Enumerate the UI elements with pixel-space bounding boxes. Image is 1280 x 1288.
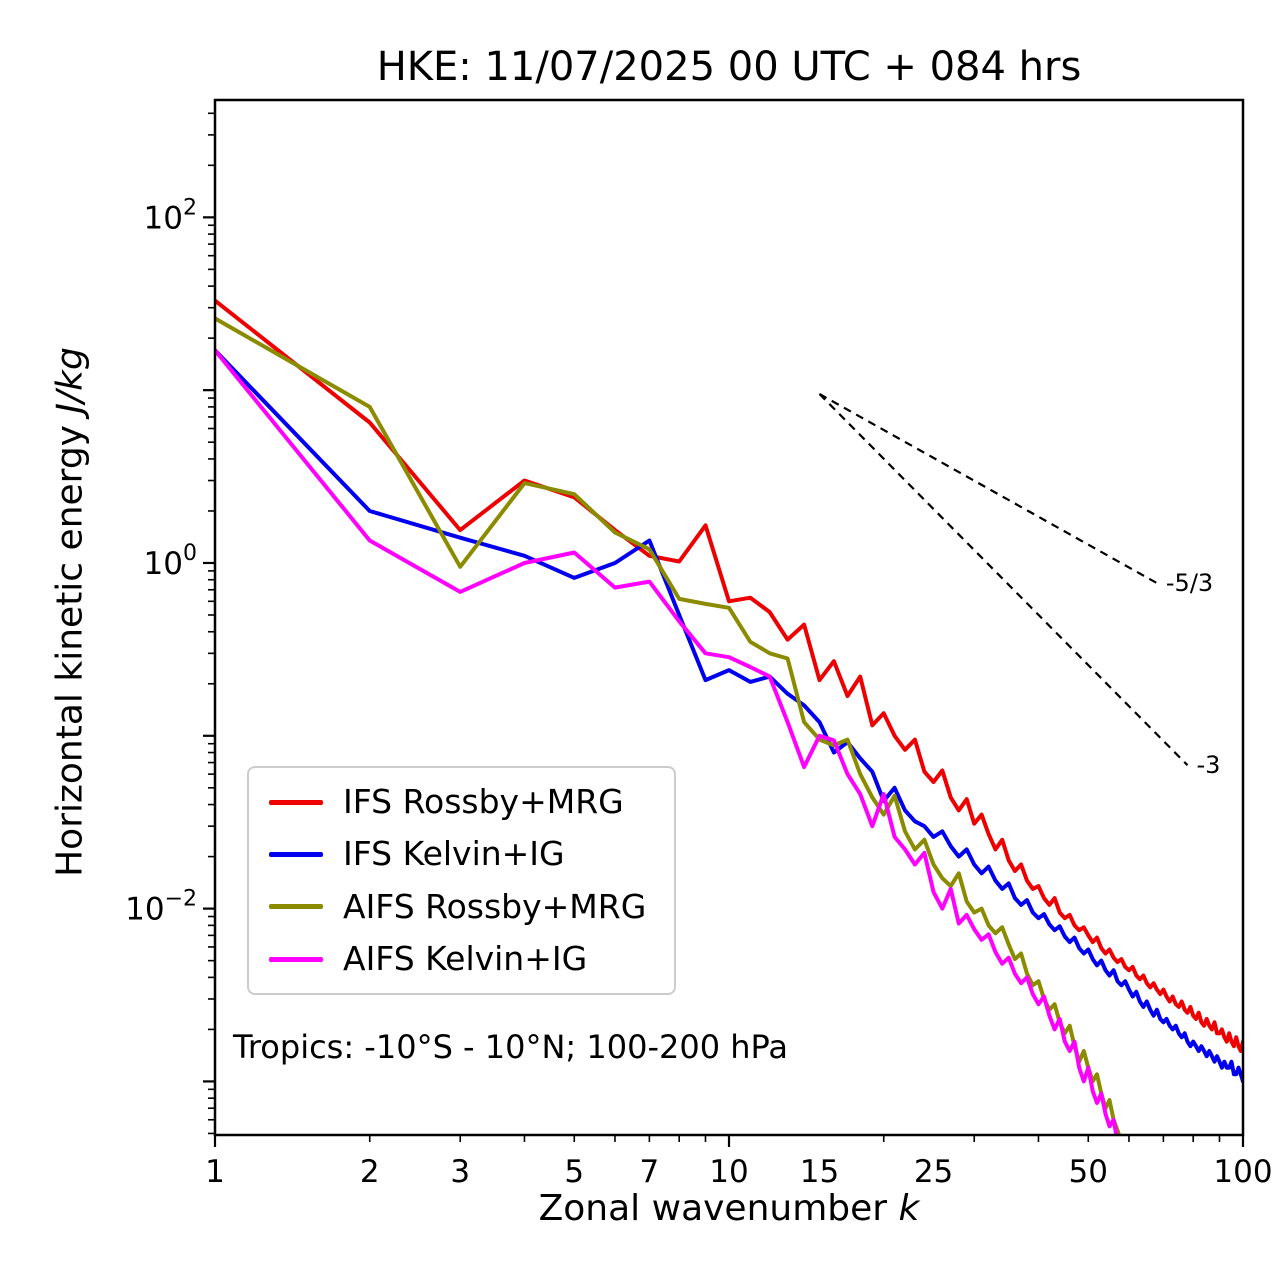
series-ifs-rossby-mrg xyxy=(215,298,1243,1053)
x-axis-label: Zonal wavenumber k xyxy=(215,1188,1243,1229)
region-annotation: Tropics: -10°S - 10°N; 100-200 hPa xyxy=(233,1028,788,1066)
x-tick-label: 2 xyxy=(360,1154,380,1190)
legend-label: IFS Rossby+MRG xyxy=(343,782,624,821)
reference-line xyxy=(818,393,1158,585)
x-tick-label: 25 xyxy=(914,1154,953,1190)
y-tick-label: 100 xyxy=(144,541,197,582)
x-tick-label: 7 xyxy=(640,1154,660,1190)
legend-label: IFS Kelvin+IG xyxy=(343,834,565,874)
x-tick-label: 3 xyxy=(450,1154,470,1190)
x-tick-label: 100 xyxy=(1213,1154,1272,1190)
x-tick-label: 15 xyxy=(800,1154,839,1190)
legend-item: AIFS Rossby+MRG xyxy=(269,886,647,926)
x-tick-label: 1 xyxy=(205,1154,225,1190)
legend-item: IFS Rossby+MRG xyxy=(269,782,646,821)
series-ifs-kelvin-ig xyxy=(215,348,1243,1084)
reference-line-label: -5/3 xyxy=(1166,569,1213,597)
legend-swatch xyxy=(269,956,323,962)
chart-title: HKE: 11/07/2025 00 UTC + 084 hrs xyxy=(376,44,1082,90)
legend-label: AIFS Kelvin+IG xyxy=(343,938,588,978)
x-axis-label-text: Zonal wavenumber xyxy=(538,1188,899,1229)
legend: IFS Rossby+MRG IFS Kelvin+IG AIFS Rossby+M… xyxy=(247,766,677,996)
y-tick-label: 10−2 xyxy=(125,887,197,928)
series-aifs-kelvin-ig xyxy=(215,348,1119,1135)
x-axis-label-symbol: k xyxy=(898,1188,920,1229)
x-tick-label: 50 xyxy=(1069,1154,1108,1190)
series-group xyxy=(215,298,1243,1135)
y-axis-label: Horizontal kinetic energy J/kg xyxy=(50,347,91,877)
reference-line xyxy=(818,393,1189,766)
reference-line-label: -3 xyxy=(1197,751,1221,779)
legend-item: AIFS Kelvin+IG xyxy=(269,938,646,978)
legend-label: AIFS Rossby+MRG xyxy=(343,886,647,926)
legend-swatch xyxy=(269,904,323,910)
y-tick-label: 102 xyxy=(144,195,197,236)
legend-swatch xyxy=(269,851,323,857)
y-axis-label-units: J/kg xyxy=(49,347,91,414)
legend-swatch xyxy=(269,799,323,805)
x-tick-label: 5 xyxy=(564,1154,584,1190)
y-axis-label-text: Horizontal kinetic energy xyxy=(49,413,91,877)
legend-item: IFS Kelvin+IG xyxy=(269,834,646,874)
x-tick-label: 10 xyxy=(709,1154,748,1190)
plot-border xyxy=(213,98,1245,1137)
series-aifs-rossby-mrg xyxy=(215,316,1122,1135)
